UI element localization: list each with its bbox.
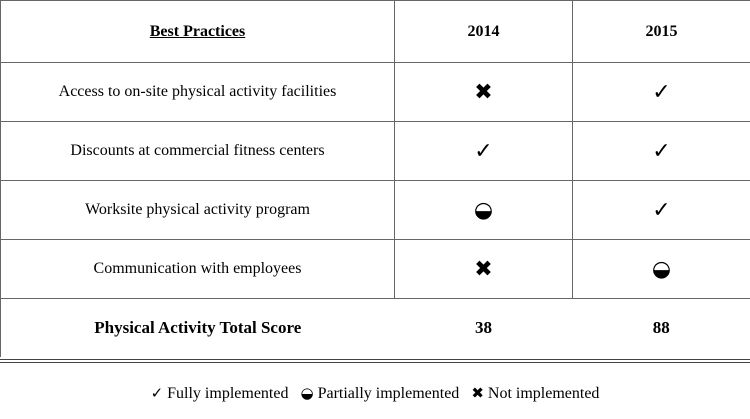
status-cell: ✓	[572, 121, 750, 181]
header-cell: 2014	[394, 0, 573, 63]
status-cell: ✖	[394, 62, 573, 122]
practice-cell: Worksite physical activity program	[0, 180, 395, 240]
total-row: Physical Activity Total Score 38 88	[0, 298, 750, 357]
practices-table: Best Practices 2014 2015 Access to on-si…	[0, 0, 750, 357]
header-row: Best Practices 2014 2015	[0, 0, 750, 63]
practice-cell: Discounts at commercial fitness centers	[0, 121, 395, 181]
header-cell: 2015	[572, 0, 750, 63]
status-cell: ✖	[394, 239, 573, 299]
legend-item: ◒ Partially implemented	[300, 384, 460, 402]
practice-cell: Communication with employees	[0, 239, 395, 299]
table-row: Access to on-site physical activity faci…	[0, 62, 750, 122]
double-rule	[0, 359, 750, 363]
total-score: 88	[572, 298, 750, 357]
status-cell: ✓	[572, 62, 750, 122]
table-row: Communication with employees ✖ ◒	[0, 239, 750, 299]
legend-item: ✖ Not implemented	[471, 384, 600, 402]
legend-label: Partially implemented	[317, 385, 460, 402]
status-cell: ✓	[572, 180, 750, 240]
status-cell: ◒	[394, 180, 573, 240]
practice-cell: Access to on-site physical activity faci…	[0, 62, 395, 122]
table-body: Best Practices 2014 2015 Access to on-si…	[0, 0, 750, 357]
legend-label: Fully implemented	[167, 385, 289, 402]
legend-label: Not implemented	[487, 385, 600, 402]
status-cell: ◒	[572, 239, 750, 299]
legend: ✓ Fully implemented ◒ Partially implement…	[0, 384, 750, 403]
legend-symbol: ✖	[471, 384, 484, 402]
status-cell: ✓	[394, 121, 573, 181]
header-cell: Best Practices	[0, 0, 395, 63]
legend-item: ✓ Fully implemented	[150, 384, 289, 402]
total-label: Physical Activity Total Score	[0, 298, 395, 357]
table-row: Discounts at commercial fitness centers ✓…	[0, 121, 750, 181]
total-score: 38	[475, 318, 492, 337]
legend-symbol: ✓	[150, 384, 164, 402]
legend-symbol: ◒	[300, 384, 314, 402]
table-row: Worksite physical activity program ◒ ✓	[0, 180, 750, 240]
